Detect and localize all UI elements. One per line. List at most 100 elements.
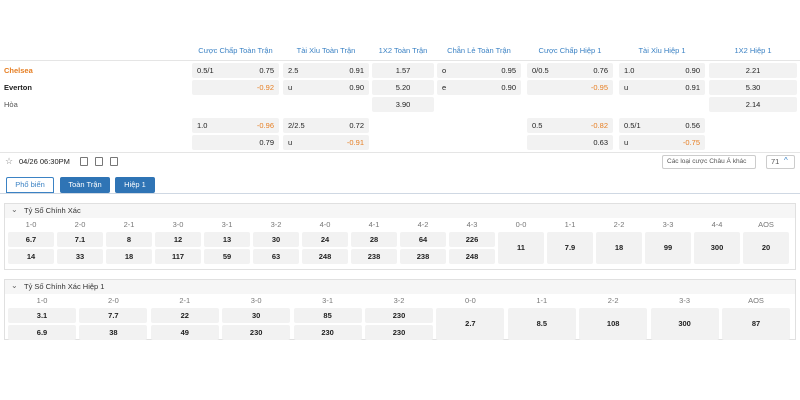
- odds-value: 248: [465, 251, 479, 261]
- odds-line: u: [288, 137, 293, 147]
- odds-cell: [619, 135, 705, 150]
- odds-cell: [8, 308, 76, 323]
- divider: [0, 152, 800, 153]
- odds-cell: [57, 232, 103, 247]
- odds-value: 18: [614, 243, 624, 253]
- chevron: ^: [784, 156, 788, 165]
- odds-cell: [650, 308, 719, 340]
- odds-value: 18: [124, 251, 134, 261]
- tab[interactable]: Toàn Trận: [60, 177, 110, 193]
- odds-value: 28: [369, 234, 379, 244]
- odds-cell: [222, 308, 291, 323]
- odds-cell: [302, 249, 348, 264]
- odds-value: 0.91: [349, 65, 364, 75]
- score-label: 1-0: [25, 219, 37, 229]
- odds-cell: [365, 308, 433, 323]
- section-title: Tỷ Số Chính Xác: [24, 206, 81, 216]
- odds-cell: [8, 232, 54, 247]
- odds-cell: [8, 249, 54, 264]
- score-label: 1-1: [564, 219, 576, 229]
- odds-cell: [400, 249, 446, 264]
- odds-cell: [204, 249, 250, 264]
- odds-value: 20: [761, 243, 771, 253]
- odds-cell: [192, 118, 279, 133]
- odds-value: 99: [663, 243, 673, 253]
- match-datetime: 04/26 06:30PM: [19, 156, 70, 166]
- odds-cell: [372, 63, 434, 78]
- odds-value: 117: [171, 251, 185, 261]
- toolbar-icon[interactable]: [95, 157, 103, 166]
- column-header: Cược Chấp Hiệp 1: [538, 46, 602, 56]
- toolbar-icon[interactable]: [110, 157, 118, 166]
- score-label: 3-0: [172, 219, 184, 229]
- odds-cell: [293, 325, 362, 340]
- odds-line: 0.5/1: [624, 120, 641, 130]
- score-label: 3-3: [662, 219, 674, 229]
- odds-value: 0.56: [685, 120, 700, 130]
- toolbar-icon[interactable]: [80, 157, 88, 166]
- odds-cell: [372, 97, 434, 112]
- odds-cell: [507, 308, 576, 340]
- tab[interactable]: Phổ biến: [6, 177, 54, 193]
- odds-line: 1.0: [624, 65, 635, 75]
- odds-cell: [743, 232, 789, 264]
- odds-cell: [579, 308, 648, 340]
- section-header: [5, 204, 795, 218]
- star-icon: ☆: [5, 156, 14, 166]
- odds-value: 6.7: [25, 234, 37, 244]
- tab[interactable]: Hiệp 1: [115, 177, 155, 193]
- odds-value: 238: [416, 251, 430, 261]
- column-header: Chẵn Lẻ Toàn Trận: [447, 46, 511, 56]
- score-label: 4-4: [711, 219, 723, 229]
- odds-value: 0.90: [685, 65, 700, 75]
- market-select[interactable]: Các loại cược Châu Á khác: [662, 155, 756, 169]
- column-header: 1X2 Toàn Trận: [378, 46, 428, 56]
- section-header: [5, 280, 795, 294]
- odds-cell: [498, 232, 544, 264]
- odds-value: 2.21: [745, 65, 761, 75]
- odds-value: 8.5: [536, 319, 548, 329]
- odds-value: 226: [465, 234, 479, 244]
- market-count[interactable]: 71: [766, 155, 795, 169]
- odds-cell: [302, 232, 348, 247]
- odds-line: 1.0: [197, 120, 208, 130]
- odds-cell: [709, 63, 797, 78]
- odds-value: 2.14: [745, 99, 761, 109]
- odds-value: 3.1: [36, 310, 48, 320]
- odds-cell: [155, 249, 201, 264]
- odds-cell: [436, 308, 505, 340]
- column-header: Cược Chấp Toàn Trận: [198, 46, 273, 56]
- odds-value: 0.90: [349, 82, 364, 92]
- odds-value: 14: [26, 251, 36, 261]
- odds-value: 22: [180, 310, 189, 320]
- odds-value: -0.96: [256, 120, 274, 130]
- odds-value: 230: [392, 310, 406, 320]
- score-label: 3-2: [393, 295, 405, 305]
- score-label: 3-3: [679, 295, 691, 305]
- odds-line: u: [624, 137, 629, 147]
- odds-value: -0.91: [346, 137, 364, 147]
- odds-cell: [253, 232, 299, 247]
- odds-cell: [619, 63, 705, 78]
- odds-line: 0.5/1: [197, 65, 214, 75]
- odds-value: -0.92: [256, 82, 274, 92]
- score-label: 3-0: [250, 295, 262, 305]
- collapse-icon: ⌄: [11, 281, 18, 290]
- score-label: 4-2: [417, 219, 429, 229]
- odds-value: 33: [75, 251, 85, 261]
- odds-value: 0.91: [685, 82, 700, 92]
- odds-cell: [351, 249, 397, 264]
- odds-value: 8: [126, 234, 132, 244]
- odds-value: 7.7: [108, 310, 119, 320]
- score-label: 2-2: [613, 219, 625, 229]
- odds-cell: [527, 135, 613, 150]
- odds-cell: [192, 63, 279, 78]
- divider: [0, 60, 800, 61]
- odds-cell: [293, 308, 362, 323]
- score-label: 2-1: [179, 295, 191, 305]
- odds-line: e: [442, 82, 447, 92]
- team-name: Hòa: [4, 99, 18, 109]
- odds-value: 85: [323, 310, 332, 320]
- score-label: 2-0: [74, 219, 86, 229]
